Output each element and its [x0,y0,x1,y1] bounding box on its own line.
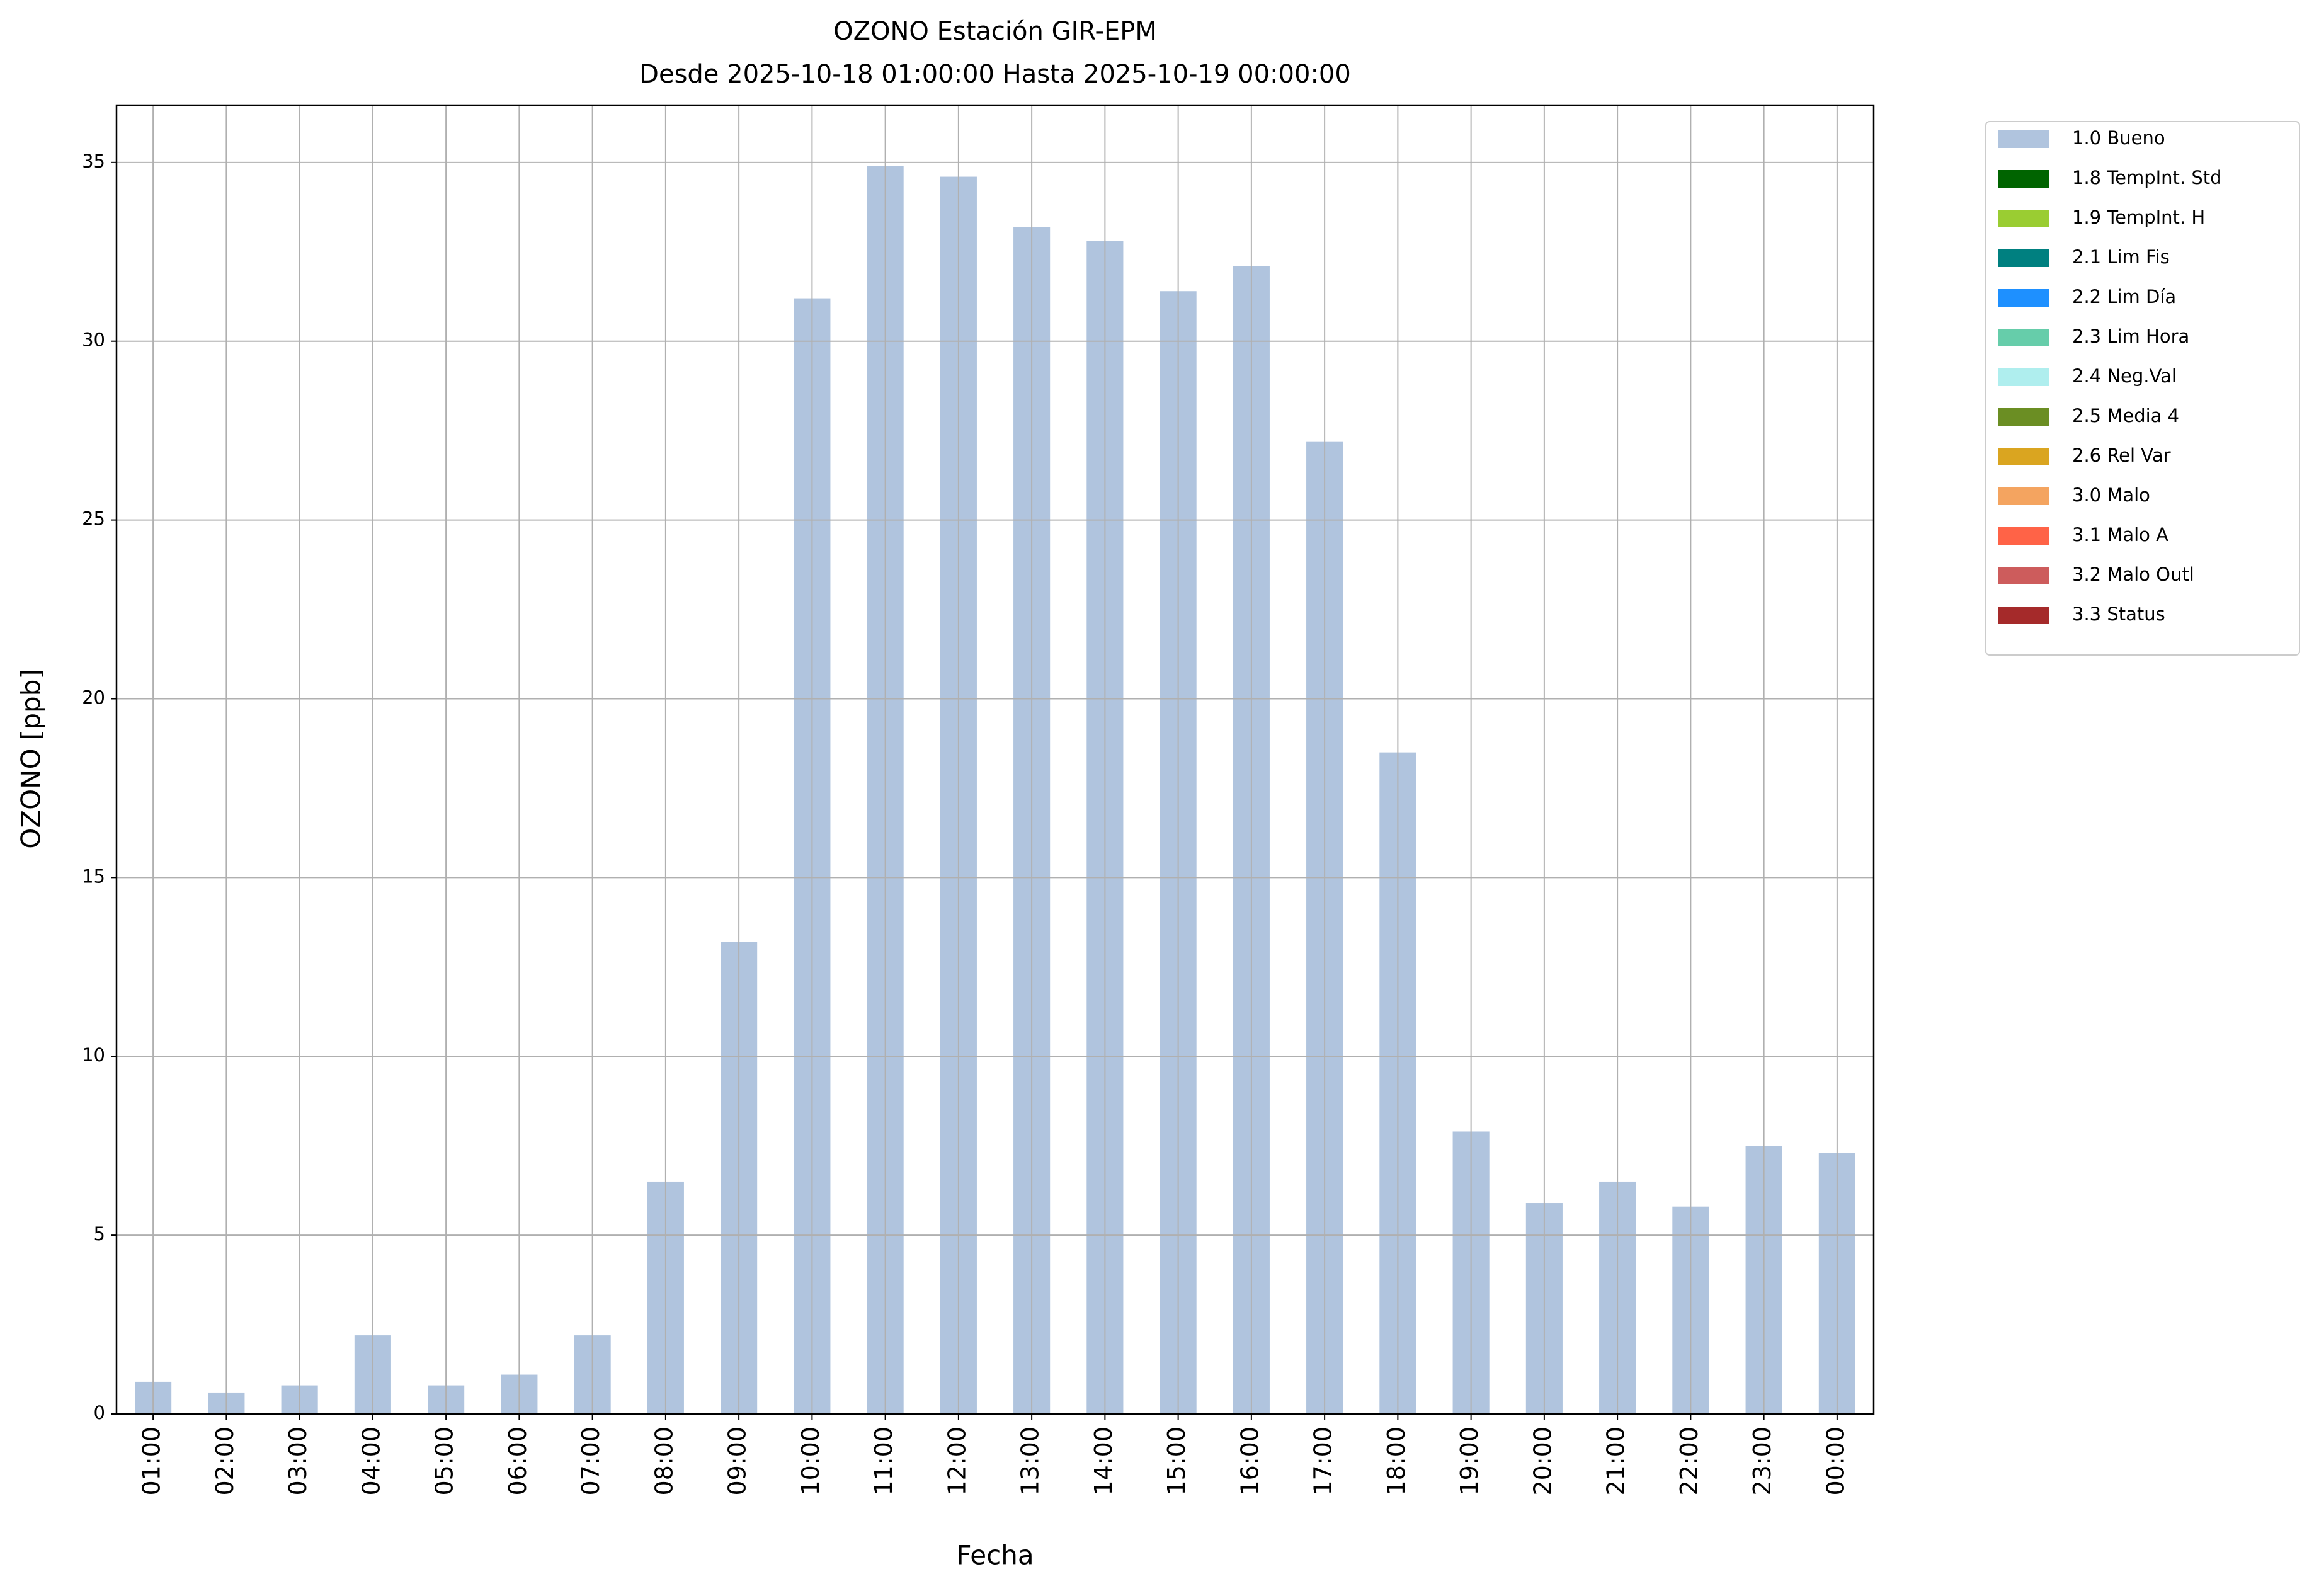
x-tick-label: 14:00 [1090,1427,1117,1496]
legend-swatch [1998,567,2049,584]
legend-label: 3.3 Status [2072,603,2165,625]
y-tick-label: 20 [82,687,105,708]
x-tick-label: 11:00 [870,1427,897,1496]
x-tick-label: 10:00 [797,1427,824,1496]
x-tick-label: 05:00 [431,1427,459,1496]
legend-label: 2.5 Media 4 [2072,405,2179,426]
legend-label: 1.8 TempInt. Std [2072,167,2222,188]
x-tick-label: 20:00 [1529,1427,1556,1496]
x-tick-label: 06:00 [504,1427,532,1496]
x-tick-label: 03:00 [284,1427,312,1496]
legend-swatch [1998,289,2049,307]
y-tick-label: 15 [82,865,105,887]
legend-label: 2.4 Neg.Val [2072,365,2177,387]
legend-label: 3.0 Malo [2072,484,2150,506]
legend-swatch [1998,527,2049,545]
x-tick-label: 21:00 [1602,1427,1630,1496]
x-tick-label: 17:00 [1309,1427,1337,1496]
x-tick-label: 18:00 [1382,1427,1410,1496]
x-tick-label: 02:00 [211,1427,239,1496]
x-tick-label: 00:00 [1821,1427,1849,1496]
y-tick-label: 30 [82,329,105,351]
legend-label: 2.6 Rel Var [2072,445,2171,466]
y-tick-label: 5 [94,1223,105,1245]
legend-swatch [1998,408,2049,426]
plot-frame [115,104,1875,1415]
x-tick-label: 04:00 [357,1427,385,1496]
y-tick-label: 0 [94,1402,105,1423]
legend-swatch [1998,487,2049,505]
legend-label: 2.1 Lim Fis [2072,246,2170,268]
x-tick-label: 23:00 [1748,1427,1776,1496]
legend-swatch [1998,607,2049,624]
x-tick-label: 08:00 [650,1427,678,1496]
chart-subtitle: Desde 2025-10-18 01:00:00 Hasta 2025-10-… [639,60,1351,89]
x-tick-label: 22:00 [1675,1427,1703,1496]
y-tick-label: 10 [82,1044,105,1066]
y-tick-label: 25 [82,508,105,530]
y-axis-label: OZONO [ppb] [16,669,47,848]
legend-label: 1.0 Bueno [2072,127,2165,149]
legend-label: 2.3 Lim Hora [2072,326,2189,347]
x-axis-label: Fecha [956,1540,1034,1571]
y-tick-label: 35 [82,151,105,172]
chart-title: OZONO Estación GIR-EPM [833,17,1157,46]
x-tick-label: 12:00 [943,1427,971,1496]
legend-swatch [1998,170,2049,188]
x-tick-label: 19:00 [1456,1427,1483,1496]
legend-label: 1.9 TempInt. H [2072,207,2205,228]
x-tick-label: 01:00 [138,1427,166,1496]
legend-swatch [1998,329,2049,346]
x-tick-label: 16:00 [1236,1427,1263,1496]
legend-label: 3.2 Malo Outl [2072,564,2194,585]
x-tick-label: 07:00 [577,1427,605,1496]
x-tick-label: 15:00 [1163,1427,1190,1496]
legend-label: 2.2 Lim Día [2072,286,2176,307]
legend-swatch [1998,130,2049,148]
legend-swatch [1998,210,2049,227]
legend-swatch [1998,448,2049,465]
legend-swatch [1998,368,2049,386]
legend-label: 3.1 Malo A [2072,524,2168,545]
legend-box [1985,121,2300,656]
x-tick-label: 13:00 [1017,1427,1044,1496]
legend-swatch [1998,249,2049,267]
x-tick-label: 09:00 [724,1427,751,1496]
